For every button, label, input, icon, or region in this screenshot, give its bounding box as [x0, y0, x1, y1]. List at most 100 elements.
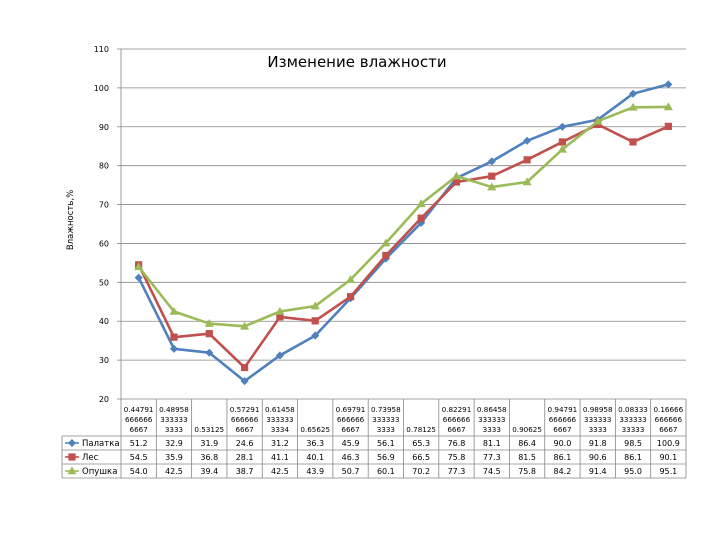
table-cell-value: 31.9 [200, 439, 218, 448]
table-cell-value: 75.8 [518, 467, 536, 476]
table-cell-value: 38.7 [236, 467, 254, 476]
table-cell-value: 40.1 [306, 453, 324, 462]
table-cell-value: 56.9 [377, 453, 395, 462]
table-cell-value: 28.1 [236, 453, 254, 462]
table-cell-value: 66.5 [412, 453, 430, 462]
data-point [169, 306, 179, 315]
category-label: 0.73958 [371, 405, 401, 414]
chart-title: Изменение влажности [267, 53, 446, 71]
series-line [137, 123, 669, 369]
category-label: 333333 [372, 415, 399, 424]
data-point [311, 331, 320, 340]
table-cell-value: 54.5 [130, 453, 148, 462]
data-point [310, 301, 320, 310]
y-tick-label: 70 [99, 201, 109, 210]
table-cell-value: 100.9 [657, 439, 680, 448]
data-point [593, 116, 603, 125]
series-2 [135, 120, 672, 372]
category-label: 0.90625 [512, 425, 542, 434]
y-tick-label: 40 [99, 317, 109, 326]
category-label: 666666 [337, 415, 365, 424]
category-label: 3333 [165, 425, 183, 434]
grid-lines [121, 48, 686, 400]
category-label: 3333 [377, 425, 395, 434]
category-label: 6667 [553, 425, 571, 434]
y-tick-label: 90 [99, 123, 109, 132]
category-label: 666666 [443, 415, 471, 424]
category-label: 0.78125 [406, 425, 436, 434]
y-tick-label: 30 [99, 356, 109, 365]
y-tick-label: 60 [99, 239, 109, 248]
table-cell-value: 98.5 [624, 439, 642, 448]
category-label: 0.82291 [442, 405, 472, 414]
data-point [523, 156, 531, 164]
data-point [169, 344, 178, 353]
table-cell-value: 46.3 [342, 453, 360, 462]
data-point [170, 333, 178, 341]
data-point [451, 171, 461, 180]
table-cell-value: 84.2 [554, 467, 572, 476]
y-tick-label: 50 [99, 278, 109, 287]
series-lines [134, 80, 673, 386]
table-cell-value: 39.4 [200, 467, 218, 476]
data-point [558, 138, 567, 146]
data-point [134, 273, 143, 282]
table-cell-value: 86.4 [518, 439, 536, 448]
legend-key-marker [67, 438, 77, 448]
series-line [137, 105, 669, 328]
table-cell-value: 36.3 [306, 439, 324, 448]
table-cell-value: 76.8 [448, 439, 466, 448]
data-point [134, 262, 144, 271]
table-cell-value: 86.1 [624, 453, 642, 462]
table-cell-value: 60.1 [377, 467, 395, 476]
data-point [628, 102, 638, 111]
data-point [275, 351, 284, 360]
table-cell-value: 36.8 [200, 453, 218, 462]
data-point [452, 178, 461, 186]
table-cell-value: 90.6 [589, 453, 607, 462]
table-cell-value: 65.3 [412, 439, 430, 448]
data-point [417, 214, 425, 222]
table-cell-value: 86.1 [554, 453, 572, 462]
data-point [346, 275, 356, 283]
table-cell-value: 81.5 [518, 453, 536, 462]
category-label: 6667 [235, 425, 253, 434]
series-name: Лес [82, 453, 99, 463]
category-label: 33333 [622, 425, 645, 434]
series-name: Опушка [82, 467, 117, 477]
data-point [205, 348, 214, 357]
category-label: 6667 [341, 425, 359, 434]
y-tick-label: 100 [94, 84, 109, 93]
category-label: 6667 [447, 425, 465, 434]
data-point [487, 157, 496, 166]
data-point [382, 251, 390, 260]
category-label: 666666 [231, 415, 259, 424]
data-point [487, 182, 497, 191]
category-label: 333333 [584, 415, 611, 424]
data-point [240, 363, 249, 372]
table-cell-value: 91.8 [589, 439, 607, 448]
category-label: 0.48958 [159, 405, 189, 414]
data-point [663, 102, 673, 111]
data-point [240, 377, 249, 386]
table-cell-value: 54.0 [130, 467, 148, 476]
y-tick-label: 110 [94, 45, 109, 54]
category-label: 3334 [271, 425, 290, 434]
table-cell-value: 41.1 [271, 453, 289, 462]
category-label: 0.86458 [477, 405, 507, 414]
data-point [664, 80, 673, 89]
category-label: 0.65625 [300, 425, 330, 434]
y-tick-label: 80 [99, 162, 109, 171]
table-cell-value: 81.1 [483, 439, 501, 448]
table-cell-value: 90.0 [554, 439, 572, 448]
series-3 [134, 102, 673, 330]
axes [117, 48, 122, 400]
y-tick-label: 20 [99, 395, 109, 404]
data-point [311, 317, 319, 325]
data-point [416, 199, 426, 208]
category-label: 0.61458 [265, 405, 295, 414]
y-axis-label: Влажность,% [66, 190, 76, 250]
data-point [381, 238, 391, 247]
data-point [664, 122, 672, 130]
